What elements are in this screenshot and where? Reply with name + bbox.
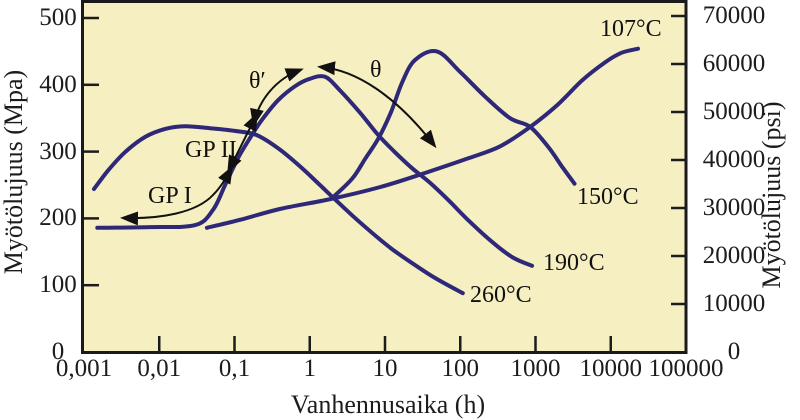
- y-right-tick-label: 30000: [702, 194, 766, 221]
- x-tick-label: 0,1: [218, 355, 251, 382]
- x-tick-label: 10: [372, 355, 398, 382]
- y-left-tick-label: 0: [51, 338, 65, 365]
- x-tick-label: 0,01: [137, 355, 182, 382]
- phase-label-gp2: GP II: [185, 137, 237, 163]
- curve-label-150c: 150°C: [577, 184, 639, 210]
- phase-label-gp1: GP I: [148, 183, 192, 209]
- y-axis-title-left: Myötölujuus (Mpa): [0, 69, 28, 275]
- theta-arrow: [317, 61, 437, 149]
- curve-107c: [204, 46, 640, 230]
- x-tick-label: 1: [303, 355, 317, 382]
- theta-prime-arrow: [250, 68, 304, 127]
- phase-region-arrows: [120, 61, 437, 226]
- x-tick-label: 100: [441, 355, 480, 382]
- y-left-tick-label: 100: [39, 271, 77, 299]
- y-left-tick-label: 300: [39, 137, 77, 165]
- x-tick-label: 0,001: [55, 355, 113, 382]
- curve-label-107c: 107°C: [600, 16, 662, 42]
- x-tick-label: 10000: [579, 355, 643, 382]
- x-tick-label: 1000: [510, 355, 561, 382]
- y-left-tick-label: 500: [39, 4, 77, 31]
- y-right-tick-label: 70000: [702, 2, 766, 29]
- plot-area: [81, 0, 688, 354]
- y-right-tick-label: 0: [727, 338, 741, 365]
- curve-label-190c: 190°C: [543, 250, 605, 276]
- curve-label-260c: 260°C: [470, 282, 532, 308]
- x-axis-title: Vanhennusaika (h): [290, 390, 486, 419]
- y-right-tick-label: 20000: [702, 242, 766, 269]
- axis-ticks: [84, 14, 686, 352]
- curve-260c: [92, 124, 465, 296]
- y-right-tick-label: 40000: [702, 146, 766, 173]
- y-left-tick-label: 400: [39, 70, 77, 98]
- y-left-tick-label: 200: [39, 204, 77, 232]
- phase-label-theta: θ: [370, 57, 382, 83]
- y-right-tick-label: 10000: [702, 290, 766, 317]
- x-tick-label: 100000: [648, 355, 724, 382]
- y-right-tick-label: 60000: [702, 50, 766, 77]
- gp1-arrow: [120, 165, 233, 226]
- y-right-tick-label: 50000: [702, 98, 766, 125]
- phase-label-theta-prime: θ′: [249, 68, 266, 94]
- curve-150c: [332, 48, 577, 199]
